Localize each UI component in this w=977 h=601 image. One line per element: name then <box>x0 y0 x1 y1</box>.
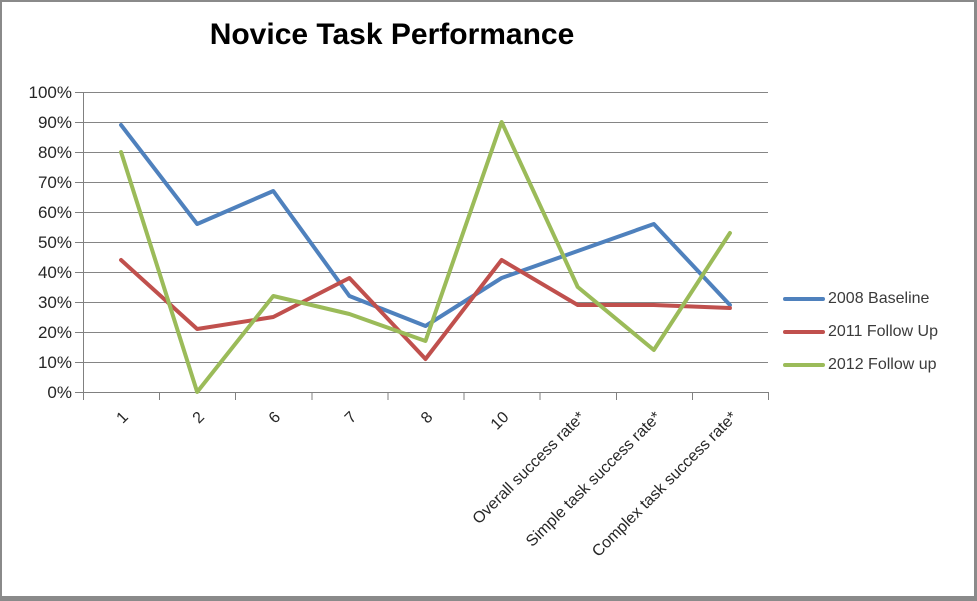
legend-item-2011-follow-up: 2011 Follow Up <box>783 322 938 342</box>
chart-title: Novice Task Performance <box>209 18 575 51</box>
legend-item-2008-baseline: 2008 Baseline <box>783 289 938 309</box>
legend-label: 2008 Baseline <box>828 290 930 307</box>
y-axis-tick-label: 0% <box>47 383 72 402</box>
x-axis-tick-label: Simple task success rate* <box>523 409 665 551</box>
y-axis-tick-label: 40% <box>38 263 72 282</box>
legend-line-swatch-green <box>783 363 825 367</box>
legend-label: 2012 Follow up <box>828 356 937 373</box>
y-axis-tick-label: 60% <box>38 203 72 222</box>
y-axis-tick-label: 30% <box>38 293 72 312</box>
series-line-2011-follow-up <box>119 258 732 361</box>
y-axis-labels: 0% 10% 20% 30% 40% 50% 60% 70% 80% 90% 100% <box>29 83 72 402</box>
x-axis-tick-label: 10 <box>488 409 513 434</box>
y-axis-tick-label: 80% <box>38 143 72 162</box>
legend-line-swatch-blue <box>783 297 825 301</box>
x-axis-tick-label: Complex task success rate* <box>589 409 741 561</box>
x-axis-tick-label: 6 <box>266 409 284 427</box>
series-line-2012-follow-up <box>119 120 732 394</box>
y-axis-tick-label: 90% <box>38 113 72 132</box>
x-axis-tick-label: 1 <box>114 409 132 427</box>
y-axis-tick-label: 50% <box>38 233 72 252</box>
y-axis-tick-label: 100% <box>29 83 72 102</box>
series-line-2008-baseline <box>119 123 732 328</box>
legend-item-2012-follow-up: 2012 Follow up <box>783 355 938 375</box>
y-axis-tick-label: 70% <box>38 173 72 192</box>
y-axis-tick-label: 10% <box>38 353 72 372</box>
legend-label: 2011 Follow Up <box>828 323 938 340</box>
legend-line-swatch-red <box>783 330 825 334</box>
x-axis-tick-label: 8 <box>418 409 436 427</box>
gridlines <box>83 92 768 363</box>
legend: 2008 Baseline 2011 Follow Up 2012 Follow… <box>783 289 938 375</box>
x-axis-tick-label: 2 <box>190 409 208 427</box>
x-axis-tick-label: 7 <box>342 409 360 427</box>
y-axis-tick-label: 20% <box>38 323 72 342</box>
